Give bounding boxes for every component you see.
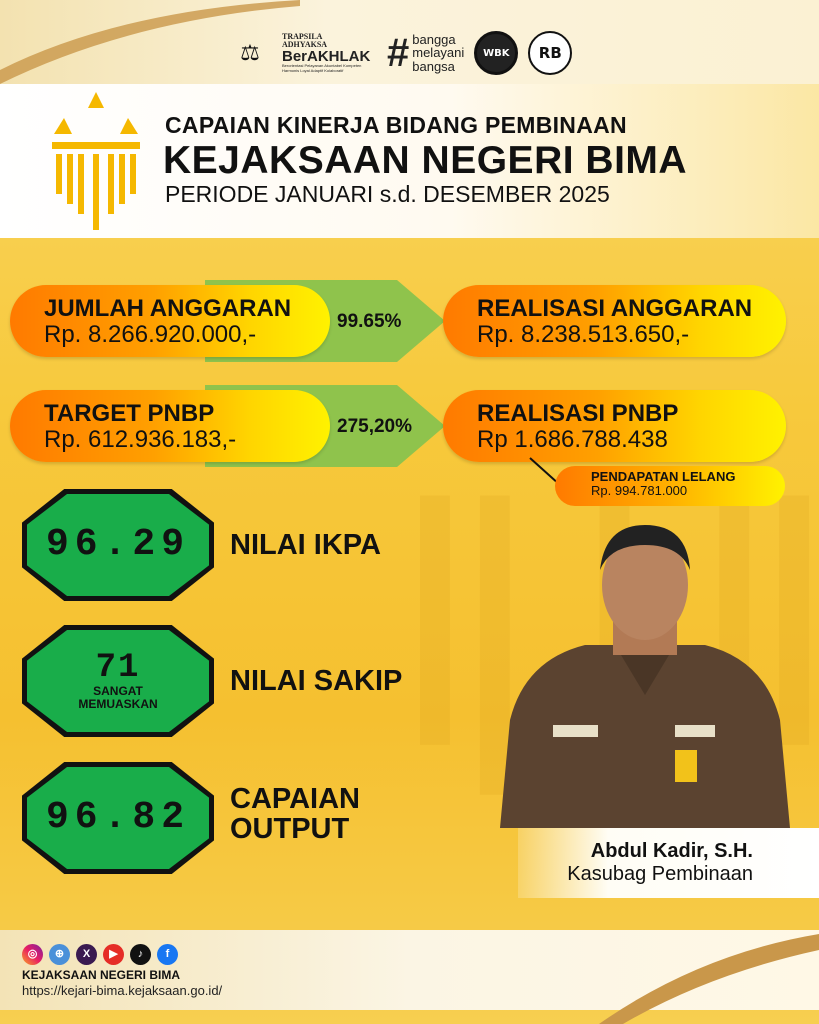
x-icon[interactable]: X xyxy=(76,944,97,965)
output-value: 96.82 xyxy=(45,796,191,839)
footer-band xyxy=(0,930,819,1010)
wbk-logo: WBK xyxy=(474,31,519,75)
sakip-badge: 71 SANGAT MEMUASKAN xyxy=(22,625,214,737)
berakhlak-main: BerAKHLAK xyxy=(282,48,371,66)
berakhlak-top2: ADHYAKSA xyxy=(282,40,328,50)
rb-logo: RB xyxy=(528,31,573,75)
pnbp-percent: 275,20% xyxy=(337,416,413,437)
output-label-line1: CAPAIAN xyxy=(230,783,360,815)
footer-org-name: KEJAKSAAN NEGERI BIMA xyxy=(22,968,181,982)
instagram-icon[interactable]: ◎ xyxy=(22,944,43,965)
youtube-icon[interactable]: ▶ xyxy=(103,944,124,965)
realisasi-anggaran-label: REALISASI ANGGARAN xyxy=(477,295,753,322)
ikpa-badge: 96.29 xyxy=(22,489,214,601)
ikpa-value: 96.29 xyxy=(45,523,191,566)
jumlah-anggaran-pill: JUMLAH ANGGARAN Rp. 8.266.920.000,- xyxy=(10,285,330,357)
person-name: Abdul Kadir, S.H. xyxy=(590,840,753,862)
budget-percent: 99.65% xyxy=(337,311,402,332)
top-band xyxy=(0,0,819,84)
output-label-line2: OUTPUT xyxy=(230,813,350,846)
pendapatan-lelang-value: Rp. 994.781.000 xyxy=(591,483,688,499)
berakhlak-tagline: Berorientasi Pelayanan Akuntabel Kompete… xyxy=(282,63,362,73)
social-icons: ◎ ⊕ X ▶ ♪ f xyxy=(22,944,178,965)
pendapatan-lelang-pill: PENDAPATAN LELANG Rp. 994.781.000 xyxy=(555,466,785,506)
jumlah-anggaran-label: JUMLAH ANGGARAN xyxy=(44,295,292,322)
bangga-word: bangga xyxy=(412,31,456,47)
bangsa-word: bangsa xyxy=(412,58,455,74)
bangga-melayani-logo: # bangga melayani bangsa xyxy=(387,30,465,75)
pendapatan-lelang-label: PENDAPATAN LELANG xyxy=(591,469,736,484)
target-pnbp-label: TARGET PNBP xyxy=(44,400,215,427)
output-label: CAPAIAN OUTPUT xyxy=(230,784,360,845)
decorative-swoosh-bottom xyxy=(599,934,819,1024)
person-caption: Abdul Kadir, S.H. Kasubag Pembinaan xyxy=(518,828,819,898)
official-portrait xyxy=(500,525,790,828)
title-line1: CAPAIAN KINERJA BIDANG PEMBINAAN xyxy=(165,112,627,138)
facebook-icon[interactable]: f xyxy=(157,944,178,965)
ikpa-label: NILAI IKPA xyxy=(230,529,381,561)
hashtag-icon: # xyxy=(387,30,410,75)
berakhlak-logo: TRAPSILA ADHYAKSA BerAKHLAK Berorientasi… xyxy=(282,33,377,73)
person-role: Kasubag Pembinaan xyxy=(567,863,753,885)
title-band xyxy=(0,84,819,238)
berakhlak-top: TRAPSILA xyxy=(282,32,323,42)
title-line2: KEJAKSAAN NEGERI BIMA xyxy=(163,139,688,182)
sakip-label: NILAI SAKIP xyxy=(230,665,403,697)
realisasi-anggaran-value: Rp. 8.238.513.650,- xyxy=(477,321,690,348)
sakip-note: SANGAT MEMUASKAN xyxy=(78,683,158,711)
realisasi-pnbp-value: Rp 1.686.788.438 xyxy=(477,426,668,453)
sakip-value: 71 xyxy=(95,648,141,687)
tiktok-icon[interactable]: ♪ xyxy=(130,944,151,965)
adhyaksa-emblem-icon xyxy=(52,92,140,230)
realisasi-pnbp-pill: REALISASI PNBP Rp 1.686.788.438 xyxy=(443,390,786,462)
rb-text: RB xyxy=(538,44,562,62)
globe-icon[interactable]: ⊕ xyxy=(49,944,70,965)
output-badge: 96.82 xyxy=(22,762,214,874)
wbk-text: WBK xyxy=(483,47,510,59)
footer-url[interactable]: https://kejari-bima.kejaksaan.go.id/ xyxy=(22,983,223,998)
decorative-swoosh xyxy=(0,0,300,84)
target-pnbp-pill: TARGET PNBP Rp. 612.936.183,- xyxy=(10,390,330,462)
target-pnbp-value: Rp. 612.936.183,- xyxy=(44,426,237,453)
title-line3: PERIODE JANUARI s.d. DESEMBER 2025 xyxy=(165,181,610,207)
realisasi-anggaran-pill: REALISASI ANGGARAN Rp. 8.238.513.650,- xyxy=(443,285,786,357)
realisasi-pnbp-label: REALISASI PNBP xyxy=(477,400,679,427)
logo-row: ⚖ TRAPSILA ADHYAKSA BerAKHLAK Berorienta… xyxy=(228,28,573,78)
melayani-word: melayani xyxy=(412,45,465,61)
jumlah-anggaran-value: Rp. 8.266.920.000,- xyxy=(44,321,257,348)
kejaksaan-emblem-logo: ⚖ xyxy=(240,40,260,66)
